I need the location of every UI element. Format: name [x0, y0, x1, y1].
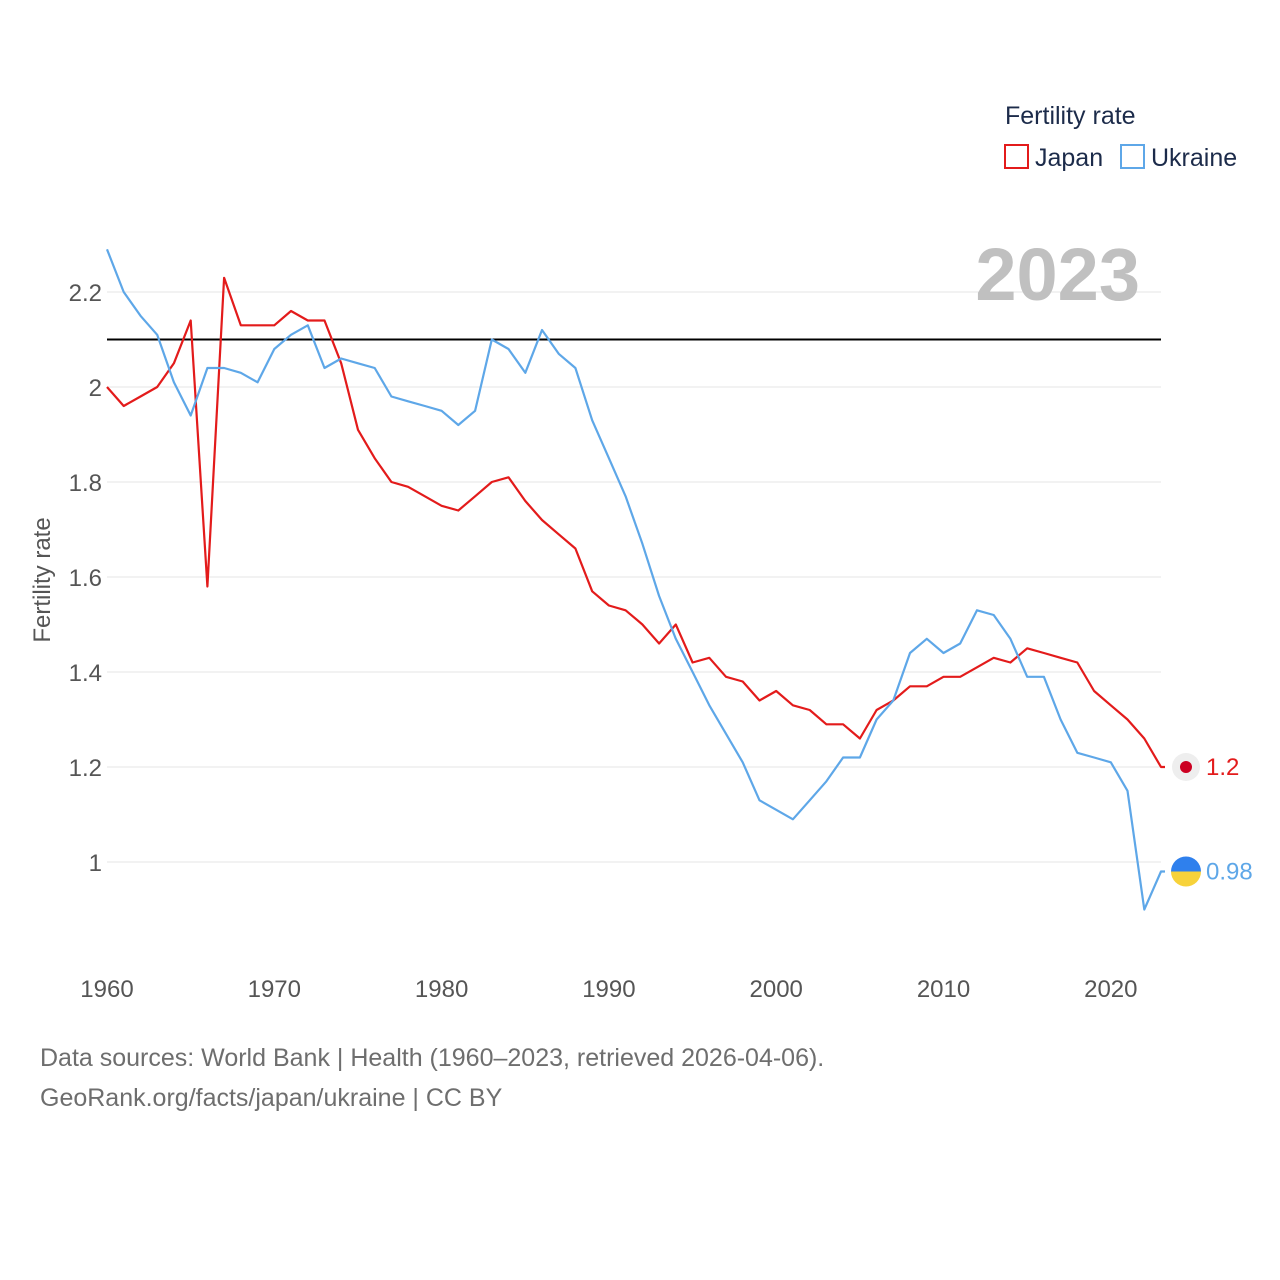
legend-title: Fertility rate	[1005, 102, 1136, 130]
legend-swatch-ukraine	[1120, 144, 1145, 169]
y-tick-label: 2	[89, 375, 102, 402]
x-tick-label: 2000	[750, 976, 803, 1003]
x-tick-label: 1960	[80, 976, 133, 1003]
y-tick-label: 2.2	[69, 280, 102, 307]
y-tick-label: 1.8	[69, 470, 102, 497]
japan-flag-icon	[1172, 753, 1200, 781]
x-tick-label: 1970	[248, 976, 301, 1003]
y-axis-title: Fertility rate	[29, 517, 56, 642]
legend-item-ukraine[interactable]: Ukraine	[1120, 144, 1237, 172]
series-line-japan[interactable]	[106, 276, 1165, 769]
x-tick-label: 1990	[582, 976, 635, 1003]
grid	[107, 291, 1161, 863]
current-year-label: 2023	[975, 233, 1140, 316]
footer-sources: Data sources: World Bank | Health (1960–…	[40, 1044, 825, 1072]
legend-label-ukraine: Ukraine	[1151, 144, 1237, 172]
x-tick-label: 2020	[1084, 976, 1137, 1003]
legend-swatch-japan	[1004, 144, 1029, 169]
series-line-ukraine[interactable]	[105, 248, 1165, 911]
y-tick-label: 1	[89, 850, 102, 877]
axes: 1 1.2 1.4 1.6 1.8 2 2.2 1960 1970 1980 1990 2000 201…	[69, 280, 1138, 1003]
endpoints: 1.2 0.98	[1171, 753, 1253, 887]
x-tick-label: 2010	[917, 976, 970, 1003]
y-tick-label: 1.2	[69, 755, 102, 782]
end-label-ukraine: 0.98	[1206, 859, 1253, 886]
legend: Fertility rate Japan Ukraine	[1004, 102, 1237, 172]
y-tick-label: 1.6	[69, 565, 102, 592]
legend-label-japan: Japan	[1035, 144, 1103, 172]
series	[105, 248, 1165, 911]
end-label-japan: 1.2	[1206, 754, 1239, 781]
legend-item-japan[interactable]: Japan	[1004, 144, 1103, 172]
footer-link[interactable]: GeoRank.org/facts/japan/ukraine | CC BY	[40, 1084, 503, 1112]
y-tick-label: 1.4	[69, 660, 102, 687]
x-tick-label: 1980	[415, 976, 468, 1003]
ukraine-flag-icon	[1171, 856, 1201, 887]
